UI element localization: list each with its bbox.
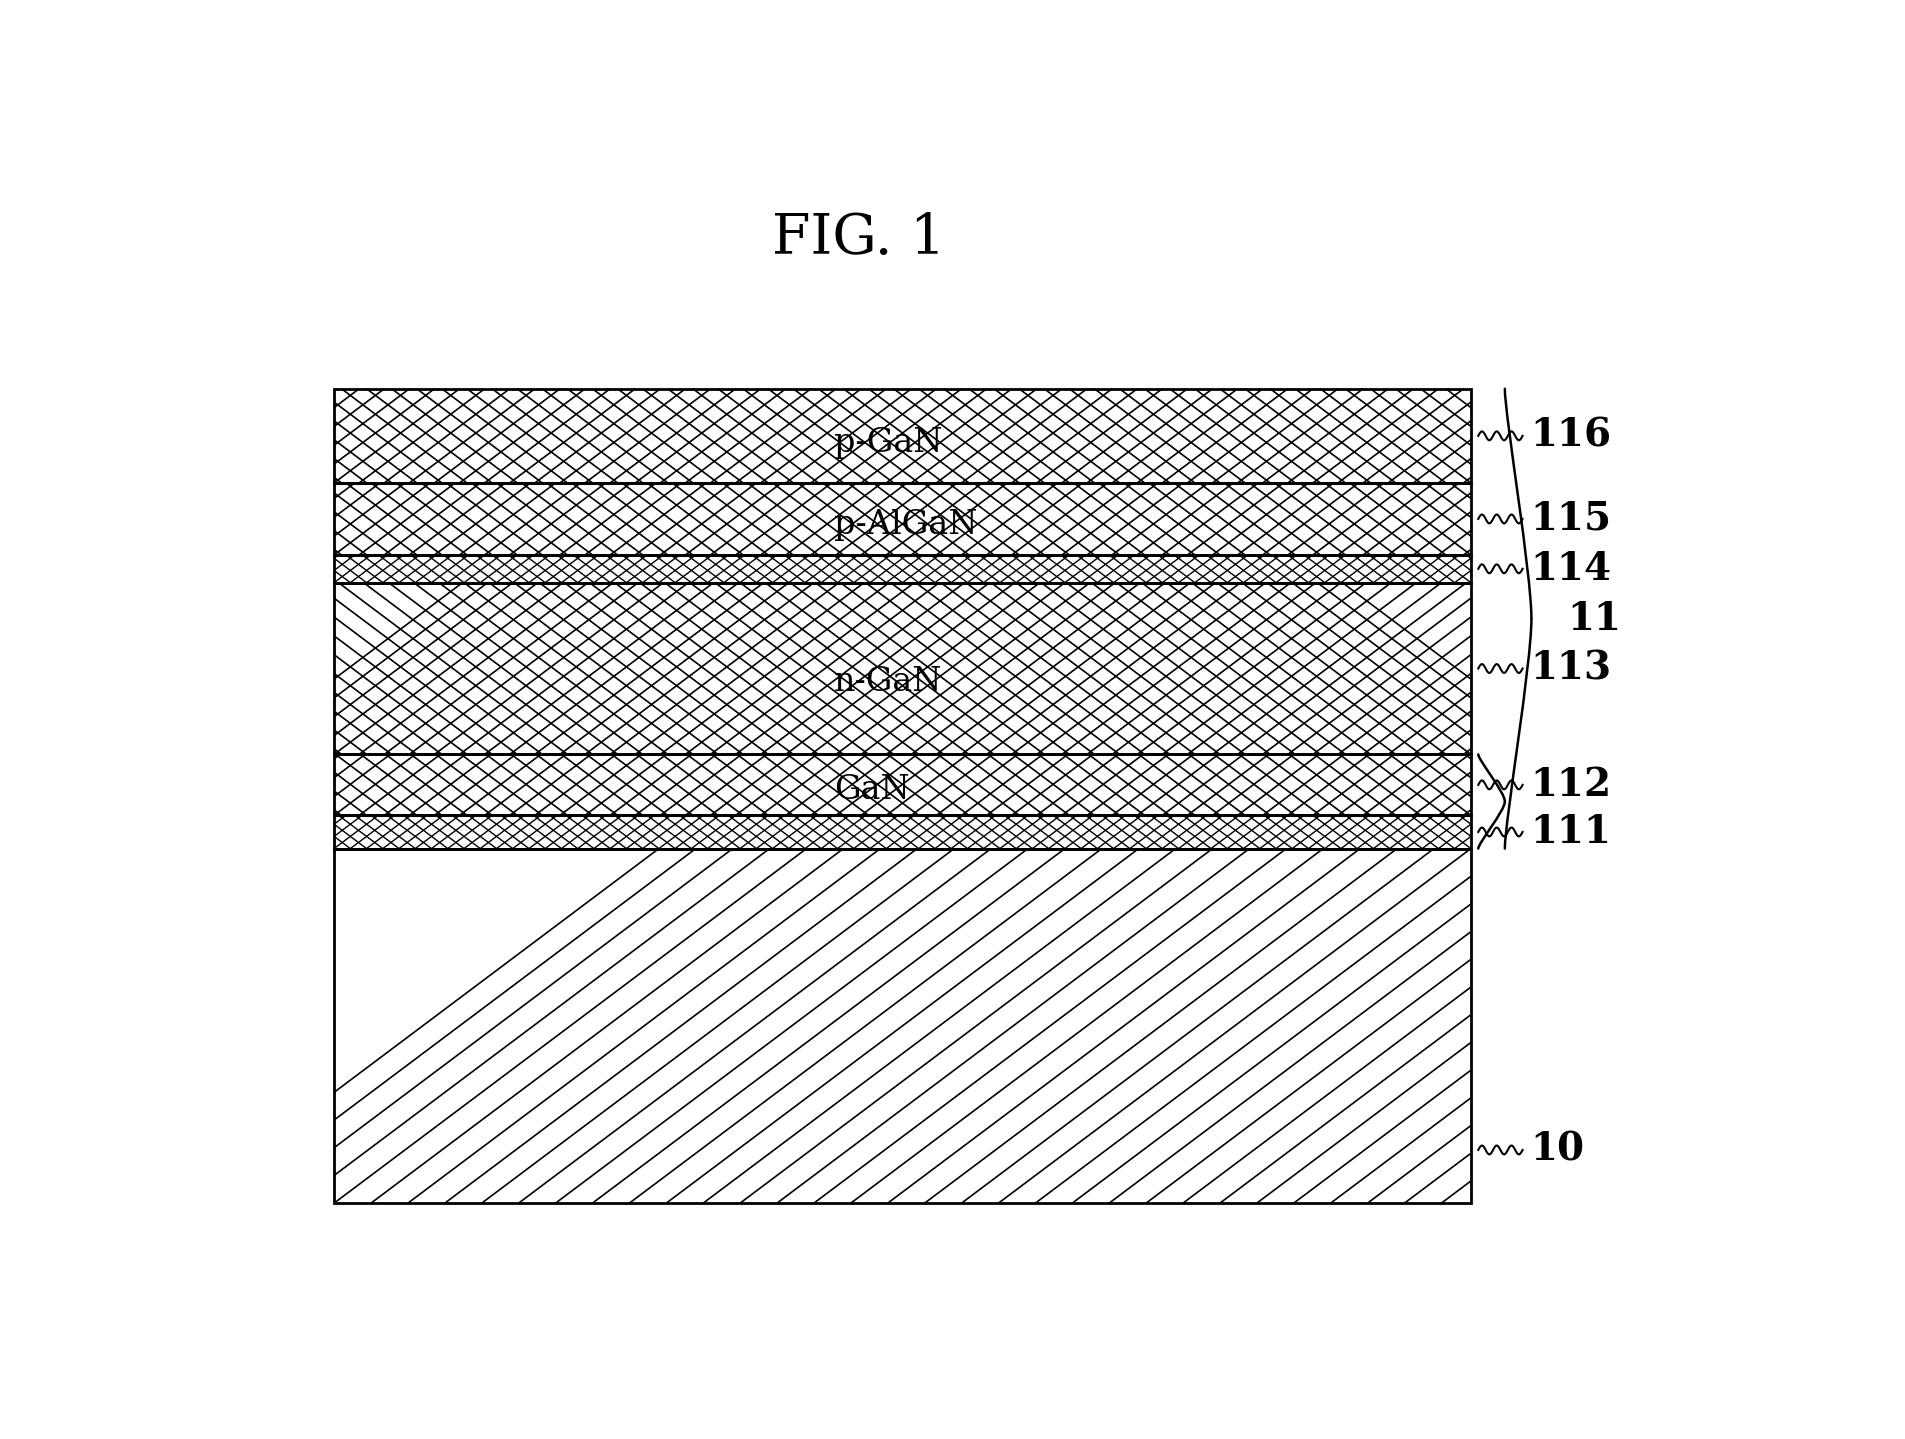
Bar [333, 754, 1471, 816]
Text: p-GaN: p-GaN [834, 427, 943, 459]
Text: 112: 112 [1530, 766, 1612, 804]
Text: p-AlGaN: p-AlGaN [834, 509, 977, 541]
Bar [333, 484, 1471, 555]
Bar [333, 389, 1471, 484]
Bar [333, 816, 1471, 849]
Text: 116: 116 [1530, 417, 1612, 455]
Text: 111: 111 [1530, 813, 1612, 850]
Text: n-GaN: n-GaN [834, 666, 943, 698]
Bar [333, 555, 1471, 583]
Text: 115: 115 [1530, 499, 1612, 538]
Text: 114: 114 [1530, 550, 1612, 587]
Text: 11: 11 [1566, 600, 1621, 637]
Text: 10: 10 [1530, 1131, 1585, 1168]
Bar [333, 389, 1471, 484]
Bar [333, 754, 1471, 816]
Text: 113: 113 [1530, 649, 1612, 688]
Bar [333, 555, 1471, 583]
Bar [333, 816, 1471, 849]
Bar [333, 484, 1471, 555]
Text: FIG. 1: FIG. 1 [772, 212, 945, 266]
Bar [333, 849, 1471, 1203]
Bar [333, 583, 1471, 754]
Bar [333, 583, 1471, 754]
Text: GaN: GaN [834, 774, 911, 806]
Bar [333, 849, 1471, 1203]
